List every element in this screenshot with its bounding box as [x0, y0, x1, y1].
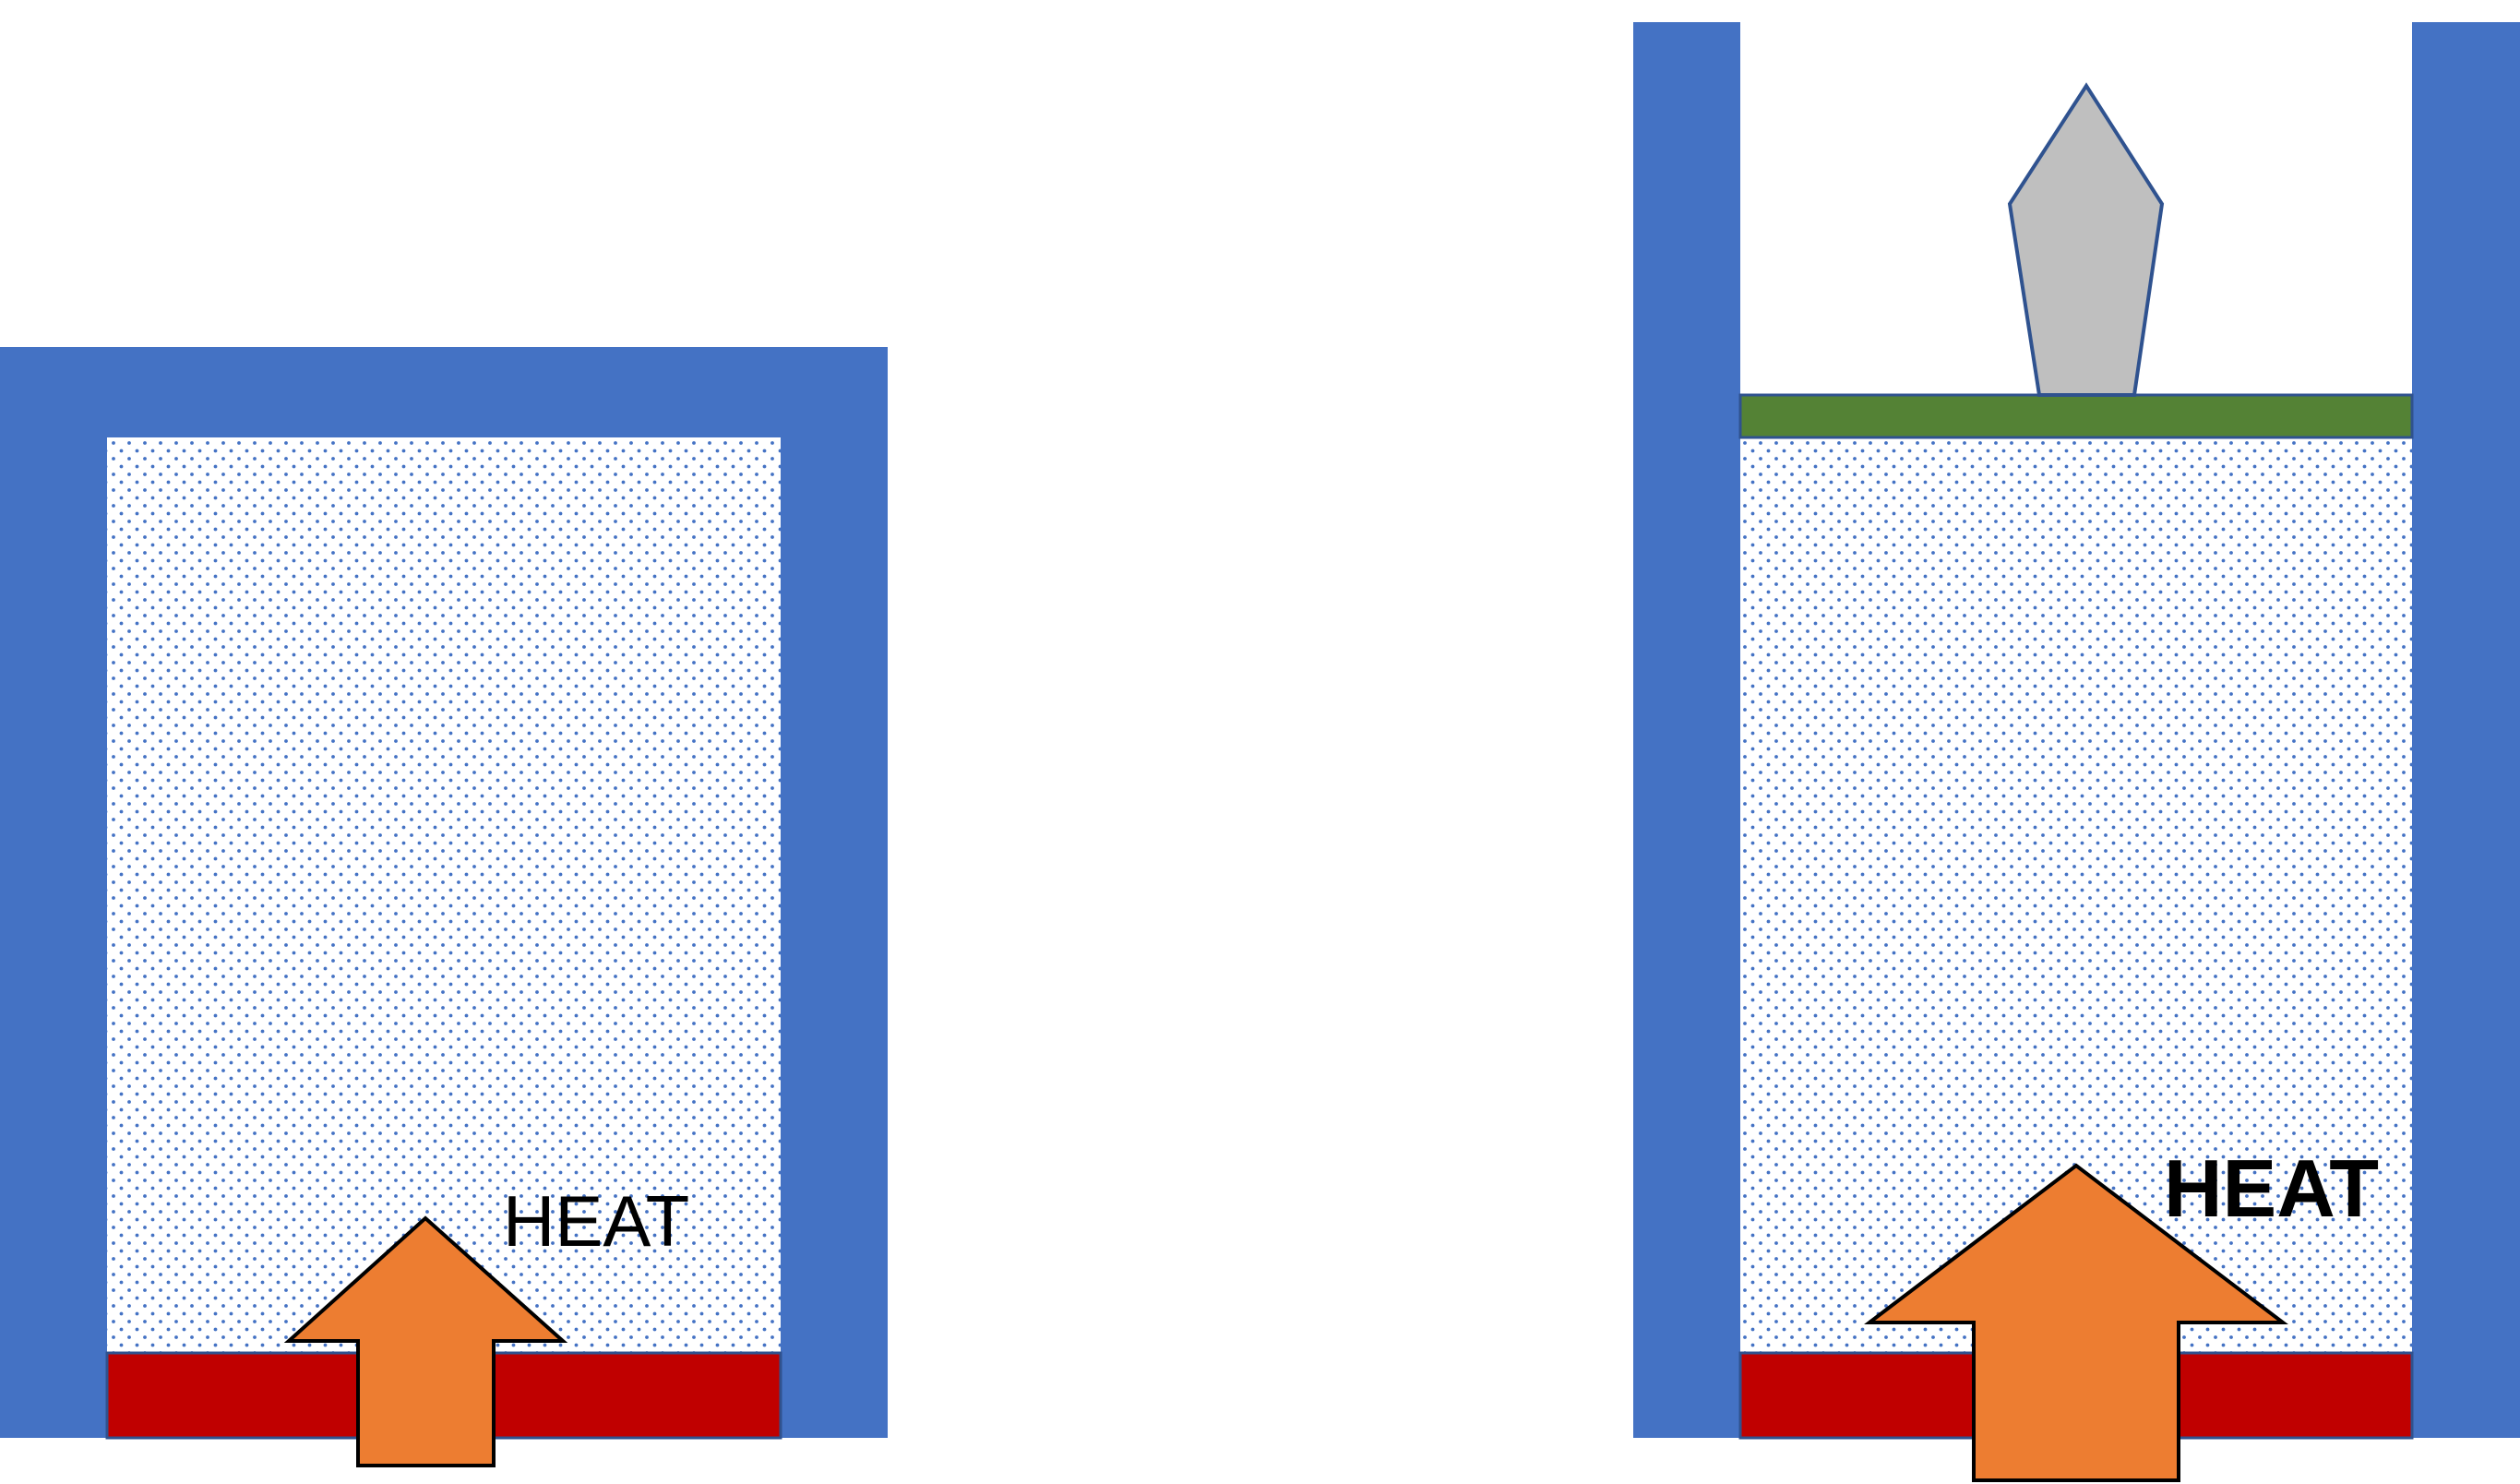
right-cylinder-wall-right	[2412, 22, 2520, 1438]
right-heat-label: HEAT	[2164, 1143, 2379, 1234]
left-gas-region	[107, 437, 781, 1353]
left-heat-label: HEAT	[503, 1180, 689, 1262]
right-heat-arrow-icon	[1864, 1163, 2288, 1482]
piston	[1738, 393, 2414, 439]
left-heat-arrow-icon	[283, 1215, 568, 1467]
left-panel: HEAT	[0, 347, 888, 1467]
right-cylinder-wall-left	[1633, 22, 1740, 1438]
right-panel: HEAT	[1633, 22, 2520, 1482]
weight-icon	[2007, 82, 2165, 397]
